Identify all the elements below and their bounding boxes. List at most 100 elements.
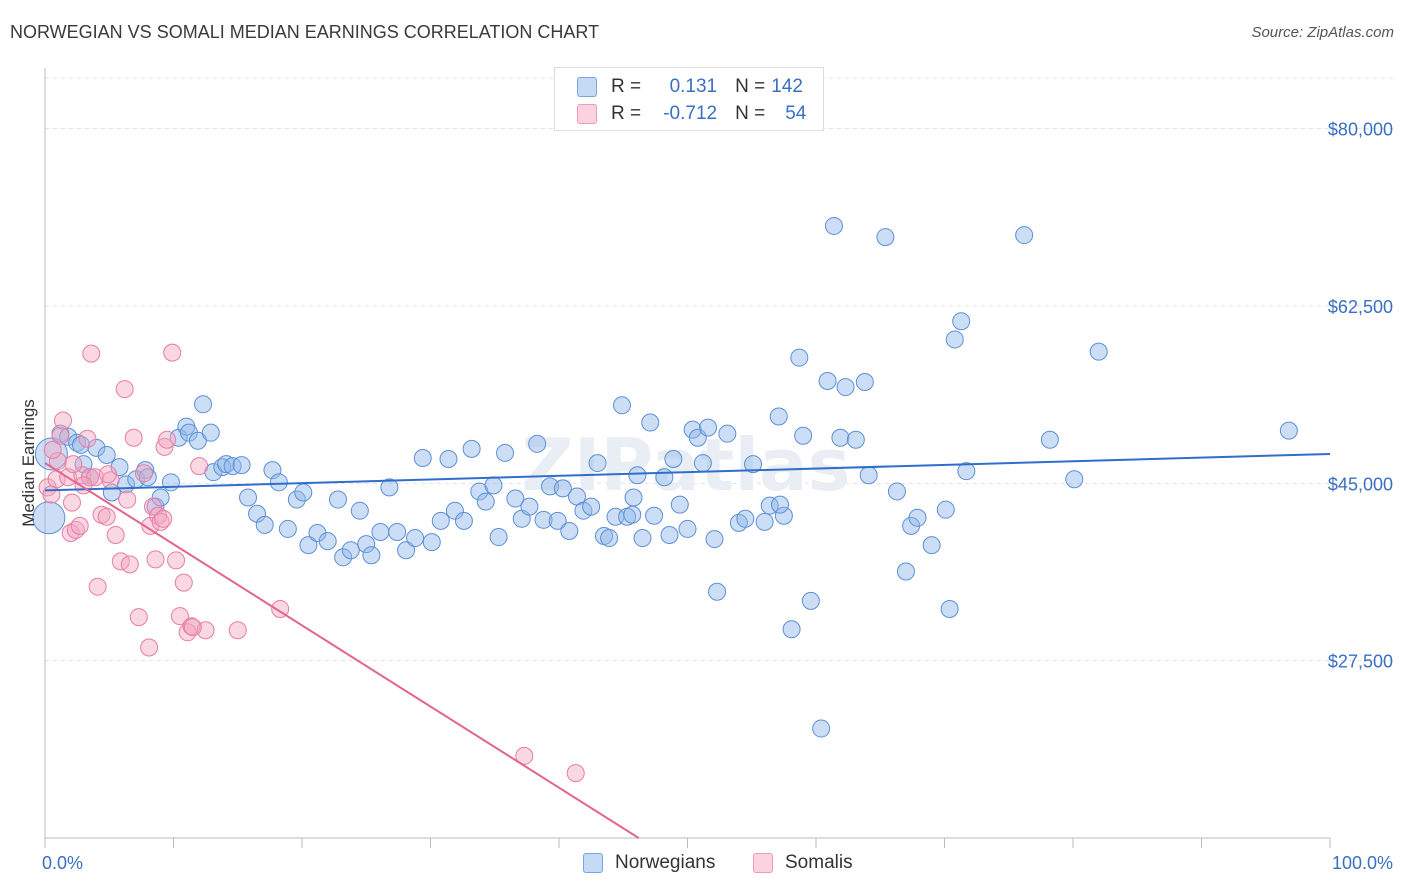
- norwegian-point: [534, 510, 553, 529]
- somalis-swatch: [753, 853, 773, 873]
- norwegian-point: [87, 438, 106, 457]
- somali-point: [70, 516, 89, 535]
- somalis-trend-line: [44, 462, 640, 839]
- norwegian-point: [388, 522, 407, 541]
- bottom-legend-norwegians: Norwegians: [583, 851, 715, 875]
- norwegian-point: [699, 418, 718, 437]
- norwegian-point: [705, 530, 724, 549]
- norwegian-point: [790, 348, 809, 367]
- norwegian-point: [1040, 430, 1059, 449]
- somali-point: [134, 464, 153, 483]
- norwegian-point: [194, 395, 213, 414]
- norwegian-point: [801, 591, 820, 610]
- r-label: R =: [611, 76, 642, 97]
- norwegian-point: [655, 468, 674, 487]
- norwegian-point: [952, 312, 971, 331]
- norwegian-point: [357, 535, 376, 554]
- somali-point: [120, 555, 139, 574]
- norwegian-point: [628, 466, 647, 485]
- somali-point: [61, 523, 80, 542]
- x-tick-label: 100.0%: [1332, 853, 1393, 873]
- norwegian-point: [553, 479, 572, 498]
- norwegians-trend-line: [44, 452, 1331, 492]
- somali-point: [82, 344, 101, 363]
- y-tick-labels: $27,500 $45,000 $62,500 $80,000: [1328, 120, 1393, 672]
- norwegian-point: [846, 430, 865, 449]
- norwegian-point: [718, 424, 737, 443]
- norwegian-point: [588, 454, 607, 473]
- somali-point: [129, 608, 148, 627]
- somali-point: [146, 550, 165, 569]
- norwegian-point: [548, 511, 567, 530]
- norwegian-point: [824, 216, 843, 235]
- source-label: Source: ZipAtlas.com: [1251, 24, 1394, 41]
- norwegian-point: [812, 719, 831, 738]
- somali-point: [143, 497, 162, 516]
- trend-lines: [44, 452, 1331, 839]
- norwegian-point: [876, 228, 895, 247]
- somali-point: [53, 411, 72, 430]
- norwegian-point: [922, 536, 941, 555]
- norwegian-point: [600, 529, 619, 548]
- y-tick-label: $80,000: [1328, 120, 1393, 140]
- norwegian-point: [1065, 470, 1084, 489]
- norwegian-point: [59, 427, 78, 446]
- norwegian-point: [887, 482, 906, 501]
- norwegian-point: [223, 457, 242, 476]
- norwegian-point: [693, 454, 712, 473]
- correlation-legend: R = 0.131 N = 142 R = -0.712 N = 54: [554, 67, 824, 131]
- norwegian-point: [136, 461, 155, 480]
- n-value-somalis: 54: [785, 103, 807, 124]
- norwegian-point: [755, 512, 774, 531]
- norwegian-point: [645, 506, 664, 525]
- somali-point: [566, 764, 585, 783]
- somali-point: [98, 465, 117, 484]
- somali-point: [155, 437, 174, 456]
- somali-point: [174, 573, 193, 592]
- y-axis-label: Median Earnings: [19, 399, 38, 527]
- norwegian-point: [341, 541, 360, 560]
- norwegian-point: [371, 522, 390, 541]
- somali-point: [151, 512, 170, 531]
- grid-lines: [45, 77, 1394, 662]
- norwegian-point: [299, 536, 318, 555]
- somali-point: [182, 617, 201, 636]
- somali-point: [167, 551, 186, 570]
- norwegians-label: Norwegians: [615, 852, 716, 873]
- somali-point: [170, 607, 189, 626]
- somali-point: [64, 455, 83, 474]
- norwegian-point: [908, 508, 927, 527]
- somali-point: [115, 380, 134, 399]
- norwegian-point: [239, 488, 258, 507]
- norwegian-point: [664, 450, 683, 469]
- somalis-swatch: [577, 104, 597, 124]
- n-label: N =: [735, 76, 766, 97]
- norwegian-point: [859, 466, 878, 485]
- norwegian-point: [774, 506, 793, 525]
- norwegian-point: [406, 529, 425, 548]
- chart-title: NORWEGIAN VS SOMALI MEDIAN EARNINGS CORR…: [10, 22, 600, 42]
- norwegian-point: [217, 455, 236, 474]
- norwegian-point: [151, 488, 170, 507]
- somali-point: [190, 457, 209, 476]
- somalis-points: [38, 343, 585, 783]
- norwegian-point: [782, 620, 801, 639]
- norwegian-point: [431, 511, 450, 530]
- norwegian-point: [736, 509, 755, 528]
- norwegian-point: [34, 437, 68, 471]
- norwegian-point: [496, 443, 515, 462]
- somali-point: [154, 509, 173, 528]
- norwegian-point: [462, 439, 481, 458]
- norwegian-point: [439, 450, 458, 469]
- somali-point: [124, 428, 143, 447]
- norwegian-point: [769, 407, 788, 426]
- norwegian-point: [818, 371, 837, 390]
- norwegian-point: [678, 519, 697, 538]
- norwegian-point: [836, 378, 855, 397]
- r-label: R =: [611, 103, 642, 124]
- r-value-somalis: -0.712: [663, 103, 718, 124]
- somali-point: [51, 426, 70, 445]
- somali-point: [88, 577, 107, 596]
- somali-point: [48, 452, 67, 471]
- norwegian-point: [744, 455, 763, 474]
